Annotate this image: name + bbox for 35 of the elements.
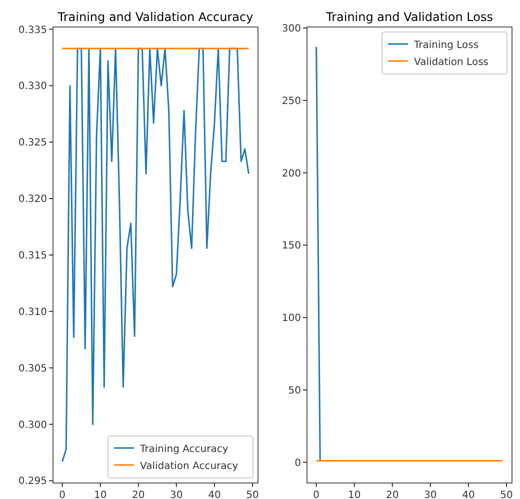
y-tick-label: 100 bbox=[282, 313, 301, 324]
y-tick-label: 200 bbox=[282, 168, 301, 180]
y-tick-label: 0.320 bbox=[18, 194, 47, 206]
legend-label: Training Accuracy bbox=[139, 444, 228, 455]
x-tick-label: 20 bbox=[386, 490, 399, 499]
y-tick-label: 0.335 bbox=[18, 24, 47, 36]
x-tick-label: 0 bbox=[313, 490, 320, 499]
y-tick-label: 0 bbox=[294, 458, 301, 469]
x-tick-label: 40 bbox=[208, 490, 221, 499]
x-tick-label: 0 bbox=[59, 490, 66, 499]
x-tick-label: 40 bbox=[462, 490, 475, 499]
x-tick-label: 30 bbox=[424, 490, 437, 499]
legend-label: Validation Accuracy bbox=[140, 461, 238, 472]
y-tick-label: 50 bbox=[288, 385, 301, 396]
x-tick-label: 10 bbox=[348, 490, 361, 499]
y-tick-label: 0.300 bbox=[18, 420, 47, 431]
legend-label: Training Loss bbox=[413, 40, 479, 51]
y-tick-label: 250 bbox=[282, 96, 301, 107]
legend-label: Validation Loss bbox=[414, 57, 488, 68]
x-tick-label: 50 bbox=[500, 490, 513, 499]
chart-title: Training and Validation Loss bbox=[325, 10, 493, 24]
y-tick-label: 0.325 bbox=[18, 138, 47, 149]
x-tick-label: 10 bbox=[94, 490, 107, 499]
y-tick-label: 0.315 bbox=[18, 250, 47, 262]
chart-title: Training and Validation Accuracy bbox=[56, 10, 254, 24]
y-tick-label: 0.305 bbox=[18, 363, 47, 374]
y-tick-label: 0.330 bbox=[18, 81, 47, 92]
y-tick-label: 300 bbox=[282, 24, 301, 35]
y-tick-label: 0.295 bbox=[18, 476, 47, 488]
y-tick-label: 0.310 bbox=[18, 306, 47, 318]
y-tick-label: 150 bbox=[282, 240, 301, 252]
line-series bbox=[62, 48, 250, 462]
x-tick-label: 30 bbox=[170, 490, 183, 499]
x-tick-label: 20 bbox=[132, 490, 145, 499]
x-tick-label: 50 bbox=[246, 490, 259, 499]
